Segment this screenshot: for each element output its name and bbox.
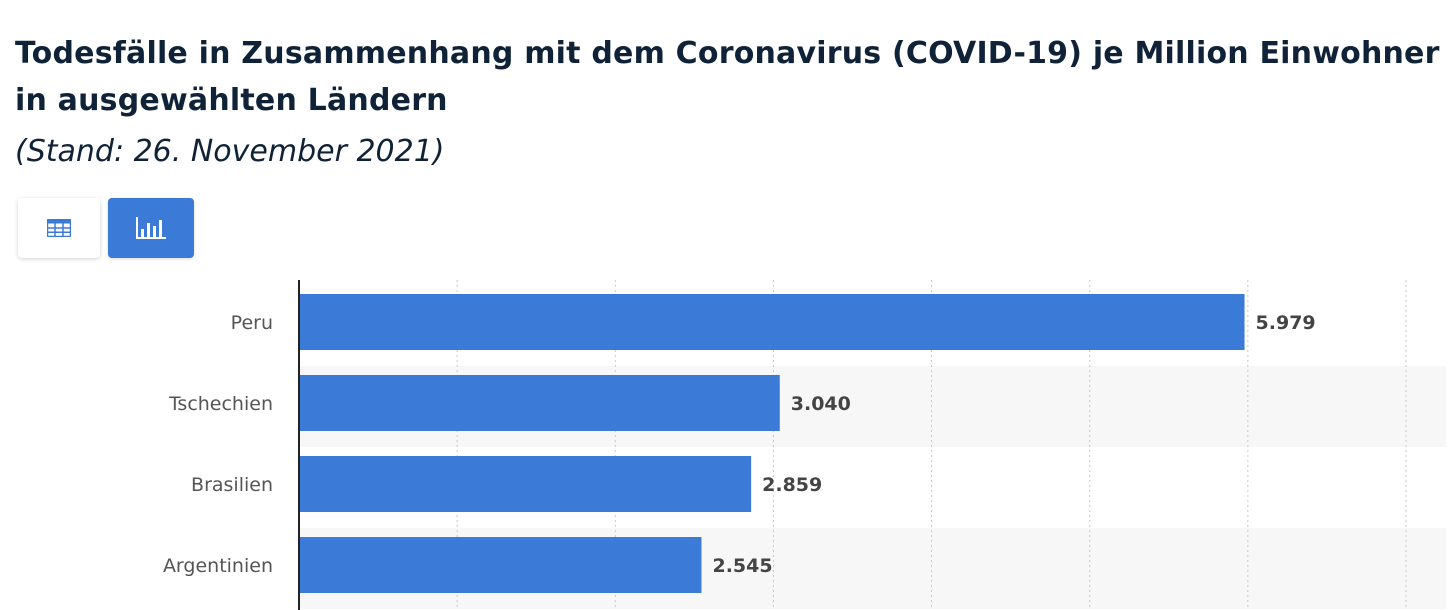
value-label: 3.040 <box>791 393 851 415</box>
table-view-button[interactable] <box>18 198 100 258</box>
category-label: Peru <box>231 312 273 334</box>
bar-argentinien <box>299 537 702 593</box>
chart-view-button[interactable] <box>108 198 194 258</box>
value-label: 2.545 <box>712 555 772 577</box>
value-label: 5.979 <box>1256 312 1316 334</box>
category-label: Brasilien <box>191 474 273 496</box>
bar-brasilien <box>299 456 752 512</box>
chart-title: Todesfälle in Zusammenhang mit dem Coron… <box>15 36 1440 118</box>
bar-chart: Peru 5.979 Tschechien 3.040 Brasilien 2.859 Ar… <box>163 280 1446 610</box>
chart-area: Peru 5.979 Tschechien 3.040 Brasilien 2.859 Ar… <box>0 280 1454 610</box>
bar-tschechien <box>299 375 780 431</box>
value-label: 2.859 <box>762 474 822 496</box>
table-icon <box>47 219 71 237</box>
bar-peru <box>299 294 1245 350</box>
bar-chart-icon <box>136 217 166 239</box>
category-label: Tschechien <box>168 393 273 415</box>
chart-subtitle: (Stand: 26. November 2021) <box>15 134 445 169</box>
category-label: Argentinien <box>163 555 273 577</box>
